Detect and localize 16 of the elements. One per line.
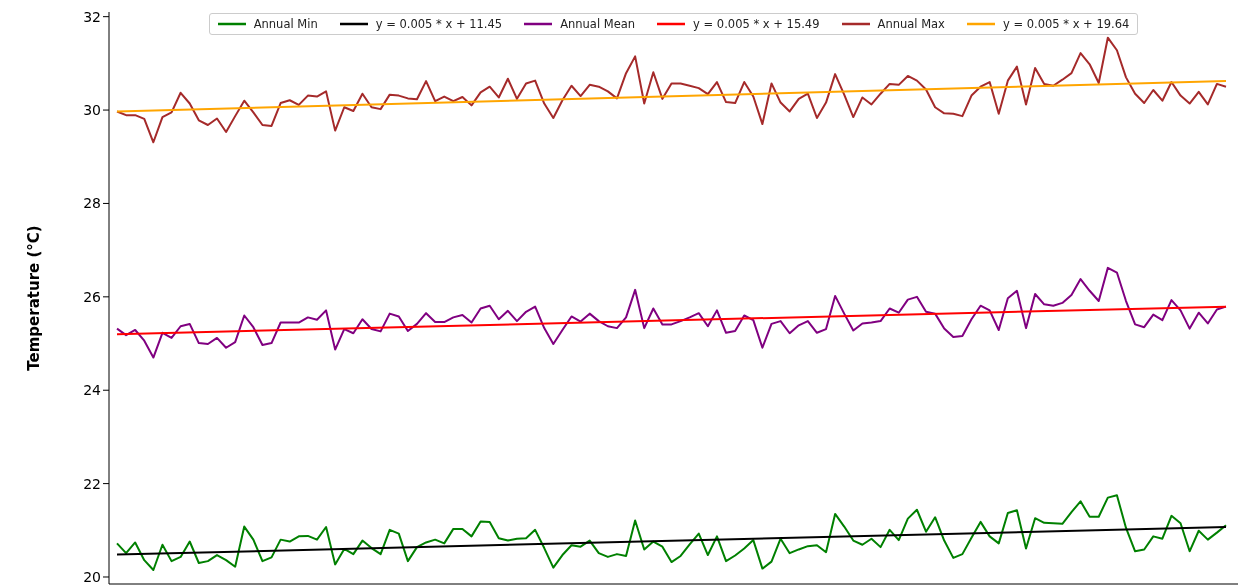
y-tick-label: 26	[83, 288, 102, 305]
y-tick-label: 28	[83, 195, 101, 212]
legend-label: y = 0.005 * x + 15.49	[693, 17, 820, 31]
line-series	[116, 494, 1227, 571]
legend-label: y = 0.005 * x + 19.64	[1002, 17, 1130, 31]
legend-label: Annual Min	[253, 17, 318, 31]
y-tick-label: 20	[83, 568, 101, 585]
y-tick-label: 22	[83, 475, 101, 492]
y-tick-label: 24	[83, 382, 102, 399]
legend-label: y = 0.005 * x + 11.45	[375, 17, 503, 31]
y-tick-label: 30	[83, 102, 101, 119]
legend-label: Annual Mean	[560, 17, 636, 31]
y-tick-label: 32	[83, 8, 101, 25]
line-series	[116, 36, 1227, 144]
y-axis-title: Temperature (°C)	[25, 225, 44, 371]
legend-label: Annual Max	[877, 17, 945, 31]
